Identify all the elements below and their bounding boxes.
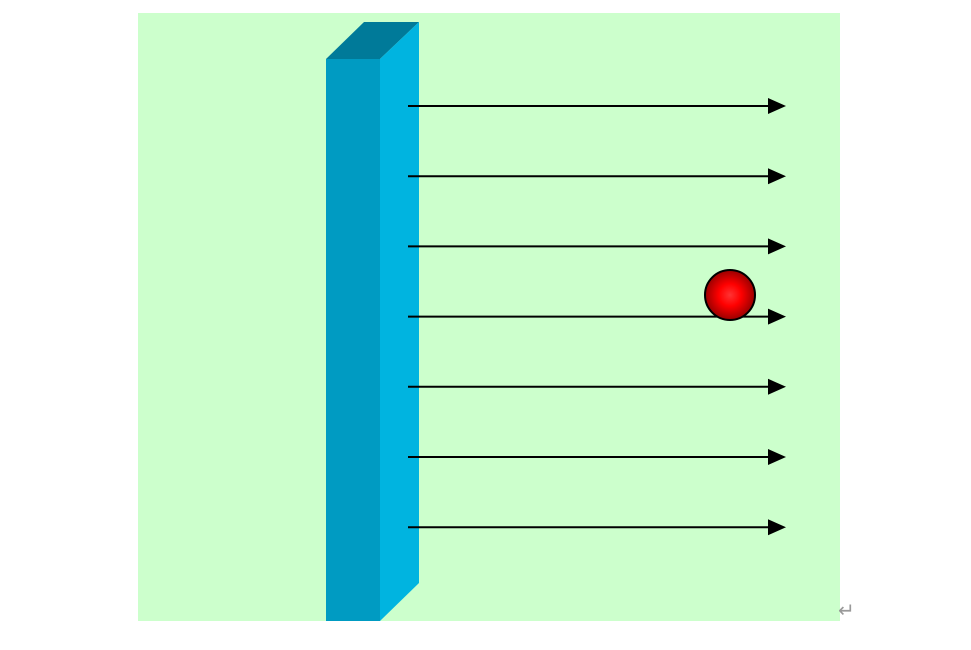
field-line-arrowhead-3	[768, 238, 786, 255]
plate-side-face	[380, 22, 419, 621]
plate-front-face	[326, 59, 380, 621]
paragraph-return-mark: ↵	[838, 598, 855, 622]
field-line-arrowhead-4	[768, 308, 786, 325]
field-line-arrowhead-2	[768, 168, 786, 185]
charged-plate	[326, 22, 419, 621]
field-line-arrowhead-5	[768, 378, 786, 395]
plate-top-face	[326, 22, 419, 59]
field-lines-group	[408, 98, 786, 536]
field-line-arrowhead-1	[768, 98, 786, 114]
field-line-arrowhead-7	[768, 519, 786, 536]
field-line-arrowhead-6	[768, 449, 786, 465]
charged-particle	[704, 269, 756, 321]
